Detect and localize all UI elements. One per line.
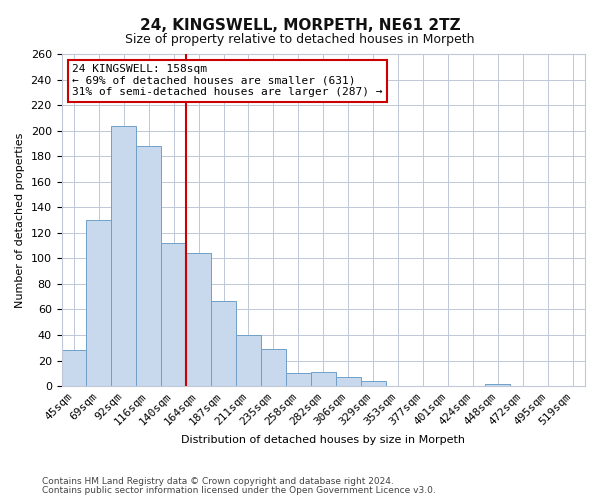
Bar: [86, 220, 112, 386]
Text: 24, KINGSWELL, MORPETH, NE61 2TZ: 24, KINGSWELL, MORPETH, NE61 2TZ: [140, 18, 460, 32]
Y-axis label: Number of detached properties: Number of detached properties: [15, 132, 25, 308]
Bar: [186, 254, 211, 386]
Bar: [236, 335, 261, 386]
Bar: [62, 350, 86, 386]
Bar: [336, 377, 361, 386]
Text: 24 KINGSWELL: 158sqm
← 69% of detached houses are smaller (631)
31% of semi-deta: 24 KINGSWELL: 158sqm ← 69% of detached h…: [72, 64, 382, 97]
Bar: [361, 381, 386, 386]
Bar: [286, 374, 311, 386]
Bar: [485, 384, 510, 386]
Text: Contains HM Land Registry data © Crown copyright and database right 2024.: Contains HM Land Registry data © Crown c…: [42, 477, 394, 486]
Bar: [311, 372, 336, 386]
Bar: [211, 300, 236, 386]
Bar: [136, 146, 161, 386]
X-axis label: Distribution of detached houses by size in Morpeth: Distribution of detached houses by size …: [181, 435, 465, 445]
Text: Size of property relative to detached houses in Morpeth: Size of property relative to detached ho…: [125, 32, 475, 46]
Bar: [112, 126, 136, 386]
Text: Contains public sector information licensed under the Open Government Licence v3: Contains public sector information licen…: [42, 486, 436, 495]
Bar: [161, 243, 186, 386]
Bar: [261, 349, 286, 386]
